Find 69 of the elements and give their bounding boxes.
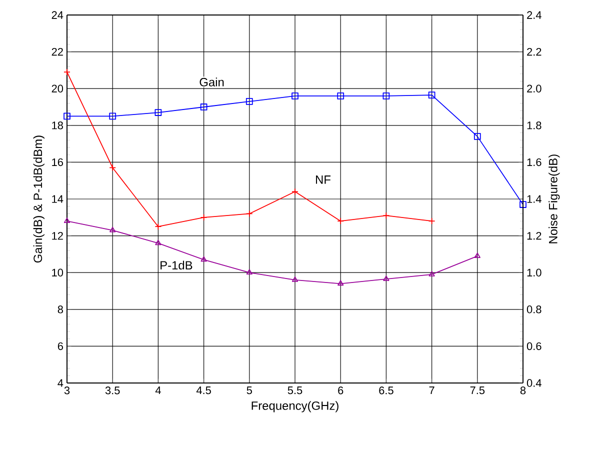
- point: [246, 269, 252, 275]
- x-tick-label: 4.5: [196, 386, 211, 394]
- y2-tick-label: 1.8: [527, 122, 542, 130]
- point: [382, 92, 390, 100]
- y-tick-label: 22: [52, 48, 63, 56]
- y2-tick-label: 0.4: [526, 379, 542, 387]
- point: [292, 92, 298, 100]
- point: [109, 164, 116, 172]
- series-label: P-1dB: [160, 260, 192, 270]
- y-tick-label: 18: [52, 122, 63, 130]
- x-tick-label: 6: [338, 386, 344, 394]
- point: [200, 214, 208, 221]
- x-tick-label: 3.5: [105, 386, 120, 394]
- point: [292, 188, 298, 196]
- y2-tick-label: 2.0: [527, 84, 542, 92]
- y-tick-label: 8: [58, 306, 63, 314]
- point: [520, 201, 526, 208]
- point: [337, 218, 344, 225]
- point: [154, 109, 162, 116]
- x-axis-title: Frequency(GHz): [252, 401, 338, 412]
- point: [154, 223, 162, 230]
- point: [382, 212, 390, 219]
- y-tick-label: 24: [52, 11, 64, 19]
- point: [428, 218, 436, 225]
- y2-tick-label: 2.2: [527, 48, 542, 56]
- y-tick-label: 16: [52, 158, 63, 166]
- y-tick-label: 6: [58, 342, 63, 350]
- y-tick-label: 12: [52, 232, 63, 240]
- y2-tick-label: 0.8: [526, 306, 542, 314]
- point: [64, 218, 70, 224]
- y2-tick-label: 1.2: [527, 232, 542, 240]
- x-tick-label: 3: [64, 386, 70, 394]
- point: [292, 276, 298, 282]
- point: [246, 210, 253, 218]
- point: [64, 112, 70, 120]
- y-tick-label: 10: [52, 268, 64, 276]
- y2-axis-title: Noise Figure(dB): [548, 154, 560, 244]
- point: [474, 252, 480, 258]
- y2-tick-label: 1.6: [527, 158, 542, 166]
- series-label: Gain: [200, 78, 224, 86]
- y2-tick-label: 1.0: [527, 268, 542, 276]
- point: [109, 112, 116, 120]
- y-tick-label: 4: [58, 379, 64, 387]
- y-tick-label: 20: [52, 84, 64, 92]
- y2-tick-label: 0.6: [526, 342, 542, 350]
- point: [337, 92, 344, 100]
- point: [64, 68, 70, 76]
- point: [200, 104, 208, 110]
- y2-tick-label: 1.4: [527, 195, 542, 203]
- point: [338, 280, 344, 286]
- point: [474, 133, 481, 140]
- x-tick-label: 7: [429, 386, 434, 394]
- x-tick-label: 6.5: [379, 386, 394, 394]
- y2-tick-label: 2.4: [527, 11, 542, 19]
- x-tick-label: 5.5: [288, 386, 302, 394]
- point: [155, 240, 162, 246]
- point: [246, 98, 253, 105]
- point: [110, 226, 116, 232]
- x-tick-label: 7.5: [470, 386, 485, 394]
- y-tick-label: 14: [52, 195, 64, 203]
- point: [383, 276, 390, 281]
- x-tick-label: 5: [246, 386, 252, 394]
- point: [428, 92, 436, 98]
- x-tick-label: 8: [520, 386, 526, 394]
- x-tick-label: 4: [155, 386, 161, 394]
- point: [200, 256, 207, 262]
- point: [428, 271, 435, 276]
- series-label: NF: [316, 176, 330, 184]
- y-axis-title: Gain(dB) & P-1dB(dBm): [33, 136, 44, 263]
